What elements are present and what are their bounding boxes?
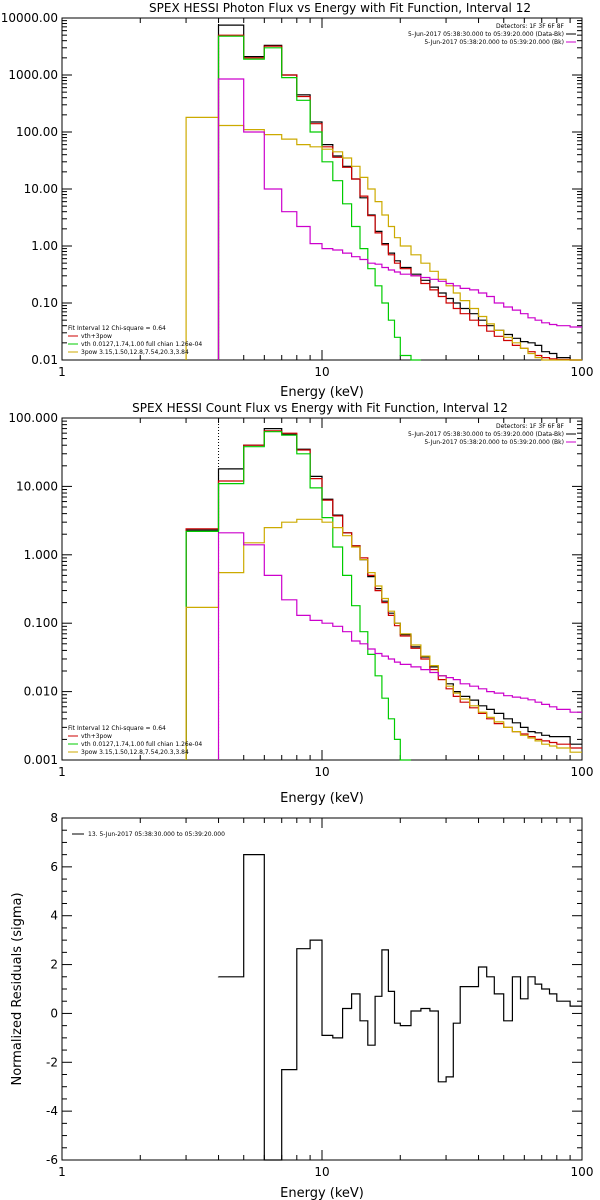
photon-flux-series-3pow — [185, 116, 582, 361]
residuals-series-residuals — [217, 854, 582, 1161]
count-flux-series-3pow — [185, 518, 582, 760]
photon-flux-series-vth — [217, 35, 421, 361]
photon-flux-legend-entry: 5-Jun-2017 05:38:20.000 to 05:39:20.000 … — [424, 39, 564, 46]
count-flux-xtick-label: 100 — [571, 765, 594, 779]
residuals-panel: 1 10 100 -6 -4 -2 0 2 4 6 8 13. 5-Jun-2017 05:38:3… — [10, 811, 593, 1200]
residuals-ylabel: Normalized Residuals (sigma) — [10, 892, 25, 1085]
residuals-ytick-label: -4 — [46, 1104, 58, 1118]
count-flux-ytick-label: 0.100 — [24, 616, 58, 630]
count-flux-fit-legend-entry: vth 0.0127,1.74,1.00 full chian 1.26e-04 — [81, 741, 202, 748]
photon-flux-series-data-bk — [217, 24, 582, 361]
count-flux-xtick-label: 10 — [314, 765, 329, 779]
photon-flux-fit-legend-header: Fit Interval 12 Chi-square = 0.64 — [68, 325, 166, 332]
count-flux-fit-legend-header: Fit Interval 12 Chi-square = 0.64 — [68, 725, 166, 732]
count-flux-series-vth-3pow — [185, 430, 582, 760]
residuals-ytick-label: 8 — [50, 811, 58, 825]
photon-flux-series-bk — [217, 78, 582, 360]
residuals-xtick-label: 100 — [571, 1165, 594, 1179]
count-flux-ytick-label: 0.001 — [24, 753, 58, 767]
photon-flux-xtick-label: 1 — [58, 365, 66, 379]
count-flux-xlabel: Energy (keV) — [280, 791, 364, 806]
count-flux-panel: SPEX HESSI Count Flux vs Energy with Fit… — [8, 401, 593, 806]
count-flux-series-vth — [185, 431, 411, 761]
count-flux-ytick-label: 100.000 — [8, 411, 58, 425]
photon-flux-fit-legend-entry: 3pow 3.15,1.50,12.8,7.54,20.3,3.84 — [81, 349, 189, 356]
photon-flux-title: SPEX HESSI Photon Flux vs Energy with Fi… — [149, 1, 531, 15]
photon-flux-ytick-label: 10000.00 — [1, 11, 58, 25]
residuals-ytick-label: 0 — [50, 1006, 58, 1020]
photon-flux-xtick-label: 100 — [571, 365, 594, 379]
count-flux-series-bk — [217, 532, 582, 760]
residuals-legend-entry: 13. 5-Jun-2017 05:38:30.000 to 05:39:20.… — [88, 831, 225, 838]
photon-flux-ytick-label: 100.00 — [16, 125, 58, 139]
photon-flux-ytick-label: 1.00 — [31, 239, 58, 253]
count-flux-title: SPEX HESSI Count Flux vs Energy with Fit… — [132, 401, 508, 415]
residuals-ytick-label: -6 — [46, 1153, 58, 1167]
count-flux-legend-header: Detectors: 1F 3F 6F 8F — [496, 423, 565, 430]
photon-flux-ytick-label: 0.10 — [31, 296, 58, 310]
count-flux-legend-entry: 5-Jun-2017 05:38:30.000 to 05:39:20.000 … — [408, 431, 564, 438]
residuals-xlabel: Energy (keV) — [280, 1186, 364, 1200]
residuals-ytick-label: -2 — [46, 1055, 58, 1069]
residuals-ytick-label: 4 — [50, 909, 58, 923]
count-flux-plot-frame — [61, 417, 583, 761]
photon-flux-legend-entry: 5-Jun-2017 05:38:30.000 to 05:39:20.000 … — [408, 31, 564, 38]
photon-flux-xlabel: Energy (keV) — [280, 385, 364, 400]
photon-flux-fit-legend-entry: vth+3pow — [81, 333, 112, 340]
photon-flux-legend-header: Detectors: 1F 3F 6F 8F — [496, 23, 565, 30]
photon-flux-fit-legend-entry: vth 0.0127,1.74,1.00 full chian 1.26e-04 — [81, 341, 202, 348]
photon-flux-plot-frame — [61, 17, 583, 361]
count-flux-series-data-bk — [185, 428, 582, 760]
count-flux-xtick-label: 1 — [58, 765, 66, 779]
residuals-xtick-label: 1 — [58, 1165, 66, 1179]
count-flux-ytick-label: 1.000 — [24, 548, 58, 562]
count-flux-fit-legend-entry: vth+3pow — [81, 733, 112, 740]
photon-flux-series-vth-3pow — [217, 34, 582, 361]
photon-flux-ytick-label: 0.01 — [31, 353, 58, 367]
photon-flux-xtick-label: 10 — [314, 365, 329, 379]
count-flux-legend-entry: 5-Jun-2017 05:38:20.000 to 05:39:20.000 … — [424, 439, 564, 446]
residuals-ytick-label: 2 — [50, 958, 58, 972]
count-flux-ytick-label: 0.010 — [24, 685, 58, 699]
residuals-xtick-label: 10 — [314, 1165, 329, 1179]
residuals-ytick-label: 6 — [50, 860, 58, 874]
count-flux-fit-legend-entry: 3pow 3.15,1.50,12.8,7.54,20.3,3.84 — [81, 749, 189, 756]
count-flux-ytick-label: 10.000 — [16, 479, 58, 493]
photon-flux-ytick-label: 1000.00 — [8, 68, 58, 82]
photon-flux-panel: SPEX HESSI Photon Flux vs Energy with Fi… — [1, 1, 594, 400]
photon-flux-ytick-label: 10.00 — [24, 182, 58, 196]
